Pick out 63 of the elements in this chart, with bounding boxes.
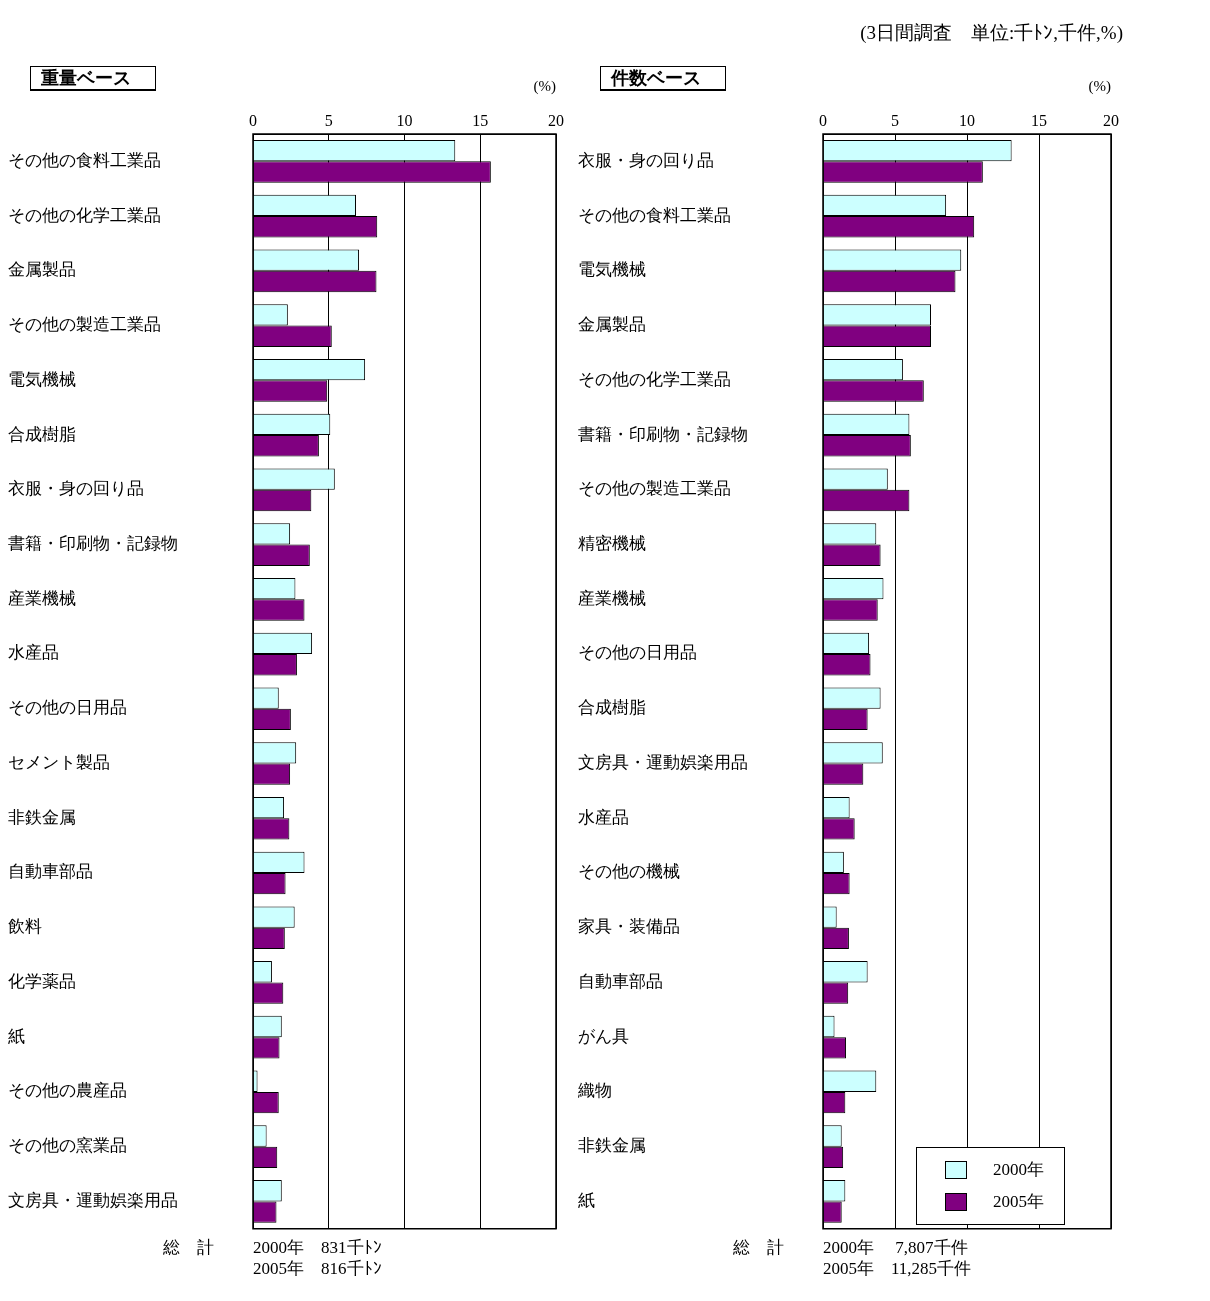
x-tick-label: 0	[249, 111, 257, 129]
y-tick-label: その他の食料工業品	[578, 205, 731, 225]
x-tick-label: 0	[819, 111, 827, 129]
y-tick-label: その他の日用品	[578, 643, 697, 663]
y-tick-label: 衣服・身の回り品	[8, 479, 144, 499]
legend-label: 2005年	[993, 1191, 1044, 1214]
x-axis-title: (%)	[533, 77, 556, 95]
x-tick-label: 20	[548, 111, 564, 129]
text: 総 計	[163, 1236, 215, 1259]
y-tick-label: その他の化学工業品	[8, 205, 161, 225]
y-tick-label: その他の窯業品	[8, 1136, 127, 1156]
y-tick-label: 非鉄金属	[578, 1136, 646, 1156]
x-tick-label: 20	[1103, 111, 1119, 129]
x-tick-label: 10	[959, 111, 975, 129]
y-tick-label: 合成樹脂	[8, 424, 76, 444]
legend-label: 2000年	[993, 1159, 1044, 1182]
y-tick-label: 飲料	[8, 917, 42, 937]
y-tick-label: 自動車部品	[578, 971, 663, 991]
y-tick-label: 化学薬品	[8, 971, 76, 991]
x-tick-label: 10	[396, 111, 413, 129]
y-tick-label: 産業機械	[578, 588, 646, 608]
text: 総 計	[733, 1236, 785, 1259]
y-tick-label: その他の農産品	[8, 1081, 127, 1101]
y-tick-label: セメント製品	[8, 752, 110, 772]
y-tick-label: 金属製品	[8, 260, 76, 280]
x-tick-label: 5	[891, 111, 899, 129]
x-axis-title: (%)	[1088, 77, 1111, 95]
text: 2005年 11,285千件	[823, 1257, 972, 1279]
y-tick-label: 紙	[578, 1190, 595, 1210]
y-tick-label: 電気機械	[8, 369, 76, 389]
x-tick-label: 15	[1031, 111, 1047, 129]
text: 2000年 831千ﾄﾝ	[253, 1236, 382, 1258]
y-tick-label: 自動車部品	[8, 862, 93, 882]
y-tick-label: 電気機械	[578, 260, 646, 280]
y-tick-label: 家具・装備品	[578, 917, 680, 937]
y-tick-label: 金属製品	[578, 315, 646, 335]
y-tick-label: 合成樹脂	[578, 698, 646, 718]
chart-subtitle: (3日間調査 単位:千ﾄﾝ,千件,%)	[860, 21, 1123, 45]
y-tick-label: その他の日用品	[8, 698, 127, 718]
x-tick-label: 5	[324, 111, 333, 129]
y-tick-label: 水産品	[8, 643, 59, 663]
y-tick-label: その他の食料工業品	[8, 150, 161, 170]
x-tick-label: 15	[472, 111, 489, 129]
text: 件数ベース	[600, 66, 726, 91]
y-tick-label: 紙	[8, 1026, 25, 1046]
y-tick-label: 水産品	[578, 807, 629, 827]
y-tick-label: 精密機械	[578, 534, 646, 554]
y-tick-label: 織物	[577, 1081, 612, 1101]
y-tick-label: その他の製造工業品	[8, 315, 161, 335]
y-tick-label: 衣服・身の回り品	[578, 150, 714, 170]
text: 2005年 816千ﾄﾝ	[253, 1257, 382, 1279]
y-tick-label: 書籍・印刷物・記録物	[578, 424, 748, 444]
y-tick-label: その他の機械	[578, 862, 680, 882]
y-tick-label: 文房具・運動娯楽用品	[8, 1190, 178, 1210]
text: 2000年 7,807千件	[823, 1236, 969, 1258]
y-tick-label: がん具	[578, 1026, 629, 1046]
text: 重量ベース	[30, 66, 156, 91]
y-tick-label: 書籍・印刷物・記録物	[8, 534, 178, 554]
y-tick-label: 産業機械	[8, 588, 76, 608]
y-tick-label: その他の化学工業品	[578, 369, 731, 389]
y-tick-label: 文房具・運動娯楽用品	[578, 752, 748, 772]
y-tick-label: その他の製造工業品	[578, 479, 731, 499]
y-tick-label: 非鉄金属	[8, 807, 76, 827]
